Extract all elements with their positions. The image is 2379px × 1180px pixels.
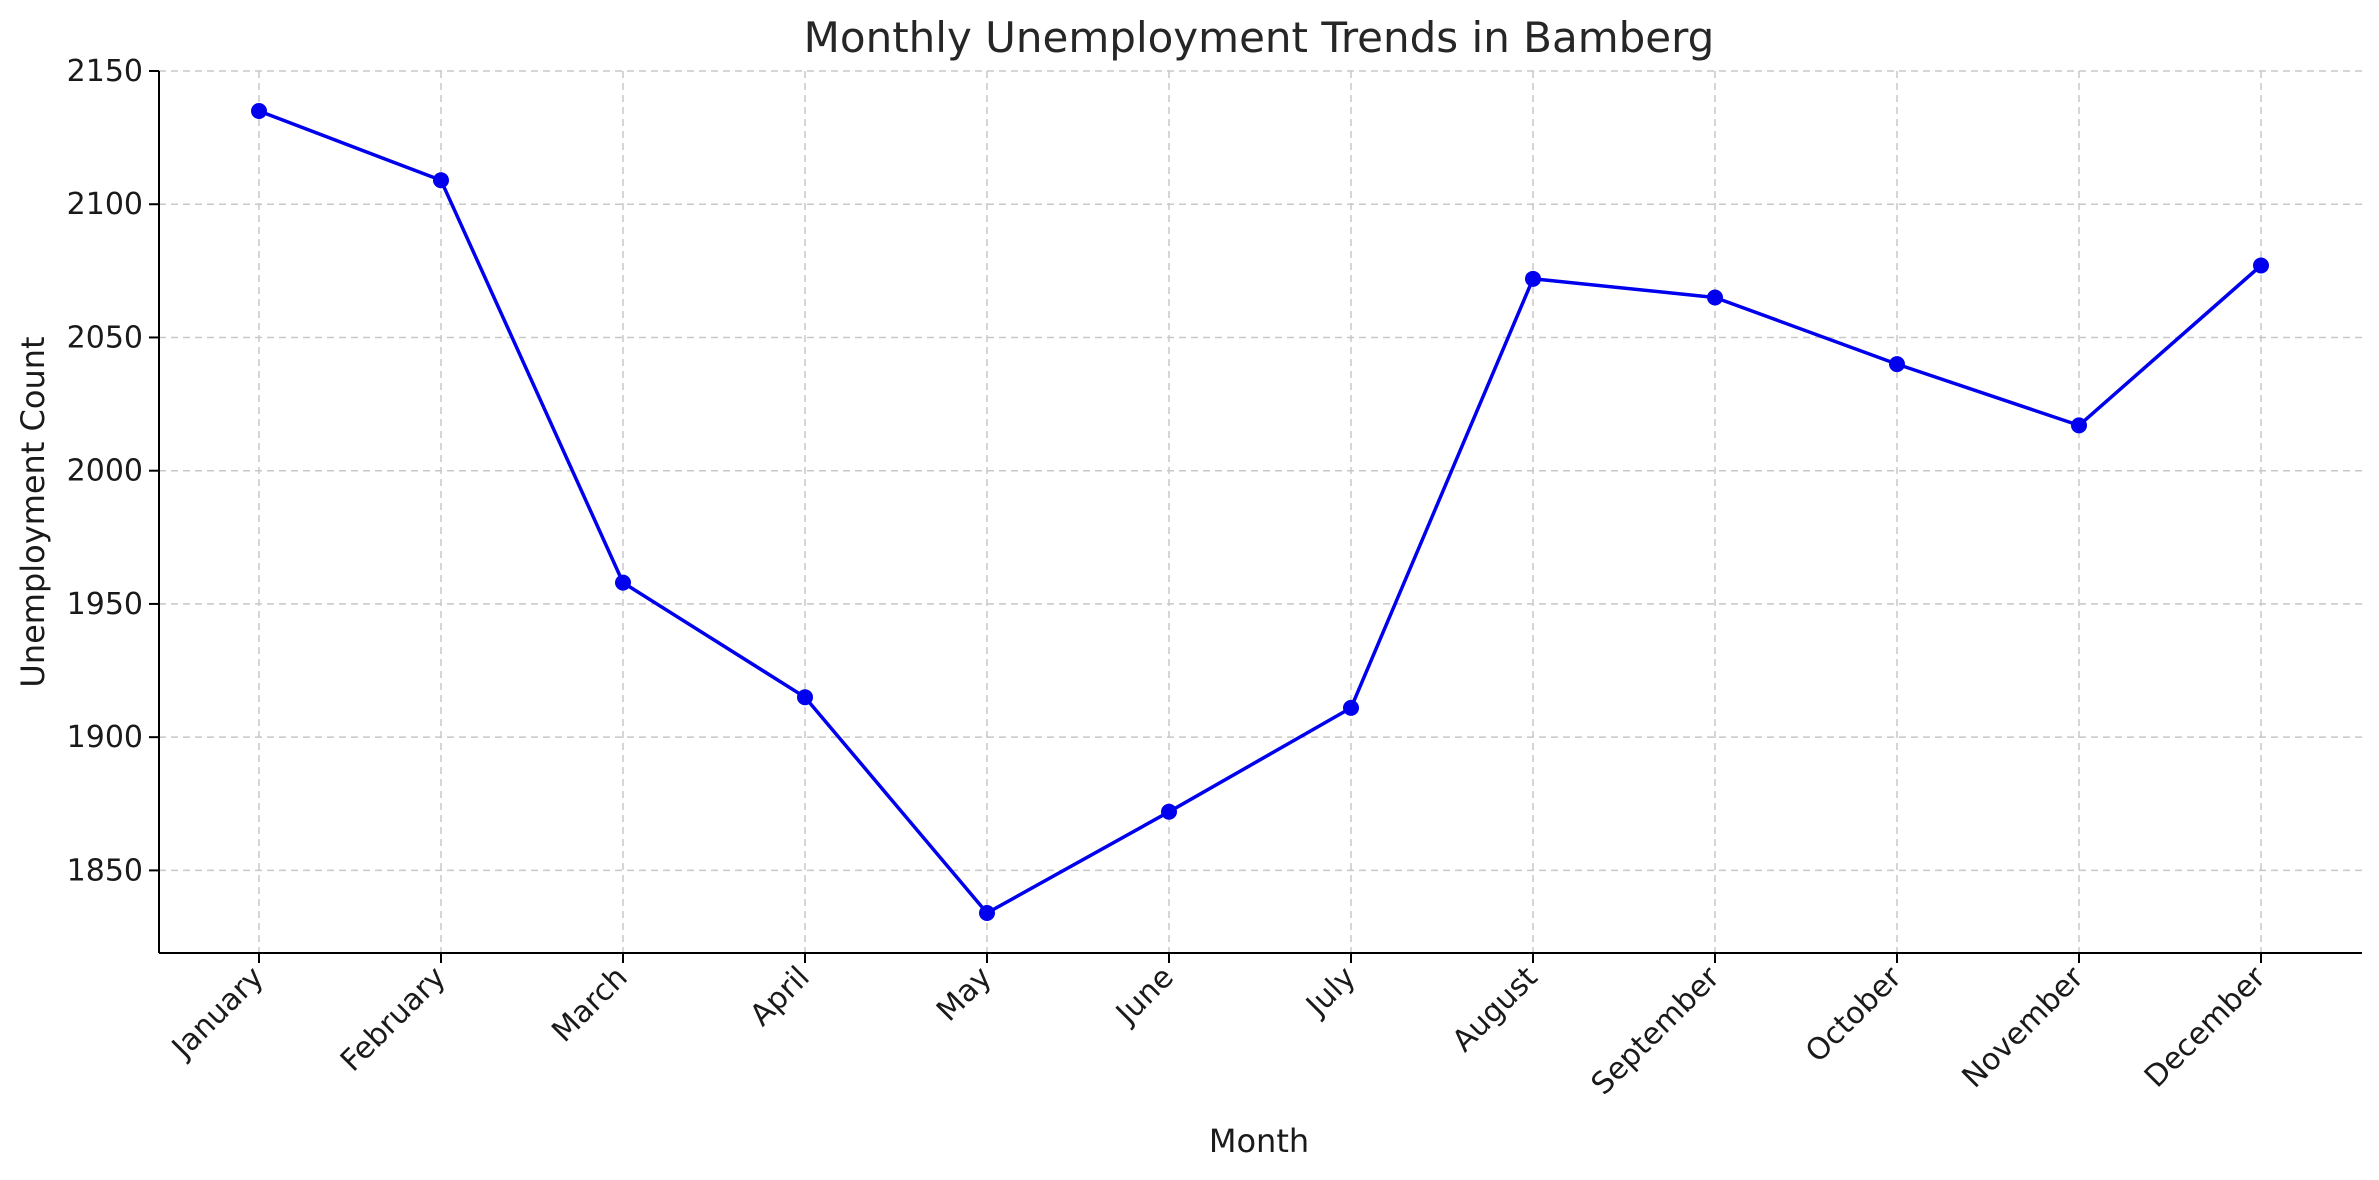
x-tick-label: April xyxy=(743,960,816,1033)
data-point xyxy=(797,689,813,706)
x-axis-label: Month xyxy=(1209,1122,1309,1160)
x-tick-label: August xyxy=(1446,960,1545,1059)
y-tick-label: 2150 xyxy=(67,54,143,89)
data-point xyxy=(433,172,449,189)
x-tick-label: December xyxy=(2138,959,2273,1094)
y-ticks: 1850 1900 1950 2000 2050 2100 2150 xyxy=(67,54,159,888)
x-tick-label: November xyxy=(1956,959,2092,1095)
x-tick-label: February xyxy=(334,960,453,1079)
data-point xyxy=(1343,699,1359,716)
data-point xyxy=(251,102,267,119)
data-point xyxy=(2071,417,2087,434)
y-tick-label: 1950 xyxy=(67,587,143,622)
series xyxy=(251,102,2269,922)
data-point xyxy=(1889,356,1905,373)
data-point xyxy=(1525,270,1541,287)
x-tick-label: October xyxy=(1799,959,1909,1069)
x-tick-label: January xyxy=(164,960,271,1067)
y-tick-label: 1850 xyxy=(67,853,143,888)
series-line xyxy=(258,109,2263,915)
x-ticks: January February March April May June July Augu… xyxy=(164,953,2273,1102)
data-point xyxy=(615,574,631,591)
x-tick-label: March xyxy=(545,960,634,1049)
x-tick-label: May xyxy=(930,960,999,1029)
grid xyxy=(159,70,2362,953)
axes xyxy=(158,71,2362,954)
chart-title: Monthly Unemployment Trends in Bamberg xyxy=(804,13,1715,62)
data-point xyxy=(1161,803,1177,820)
x-tick-label: September xyxy=(1585,959,1727,1101)
data-point xyxy=(1707,289,1723,306)
y-tick-label: 2050 xyxy=(67,320,143,355)
data-point xyxy=(2253,257,2269,274)
x-tick-label: June xyxy=(1108,960,1180,1032)
x-tick-label: July xyxy=(1298,960,1362,1024)
y-axis-label: Unemployment Count xyxy=(14,336,52,687)
y-tick-label: 2000 xyxy=(67,454,143,489)
y-tick-label: 1900 xyxy=(67,720,143,755)
data-point xyxy=(979,905,995,922)
y-tick-label: 2100 xyxy=(67,187,143,222)
